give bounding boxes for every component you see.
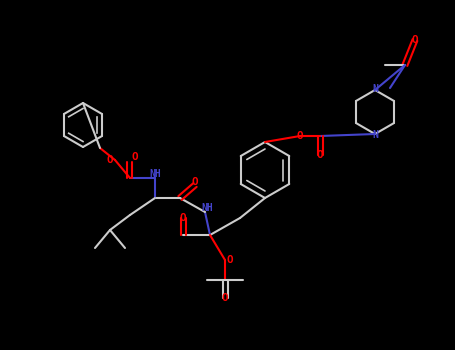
Text: O: O (317, 150, 324, 160)
Text: O: O (192, 177, 198, 187)
Text: O: O (412, 35, 419, 45)
Text: N: N (372, 84, 378, 94)
Text: O: O (180, 213, 187, 223)
Text: NH: NH (149, 169, 161, 179)
Text: O: O (222, 293, 228, 303)
Text: NH: NH (201, 203, 213, 213)
Text: O: O (227, 255, 233, 265)
Text: O: O (106, 155, 113, 165)
Text: O: O (131, 152, 138, 162)
Text: N: N (372, 130, 378, 140)
Text: O: O (297, 131, 303, 141)
